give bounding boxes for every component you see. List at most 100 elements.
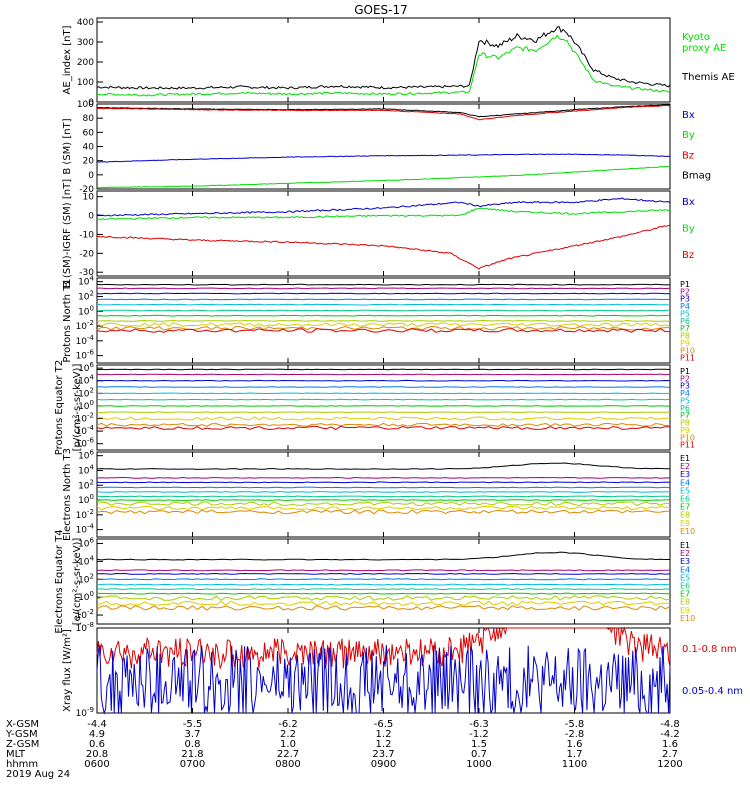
ephemeris-value: -4.2 [660, 729, 680, 740]
ephemeris-value: 1.2 [376, 739, 392, 750]
series-line-bmag [96, 104, 671, 118]
panel-7-frame [96, 538, 671, 625]
ephemeris-row-label-mlt: MLT [6, 749, 26, 760]
y-tick-label: 104 [78, 463, 94, 476]
series-line-e8 [96, 595, 671, 601]
series-line-e5 [96, 583, 671, 586]
panel-2-frame [96, 103, 671, 190]
y-tick-label: 10-4 [76, 334, 95, 347]
legend-p9: P9 [680, 339, 690, 348]
panel-3-ylabel: B (SM)-IGRF (SM) [nT] [62, 179, 73, 288]
legend-e3: E3 [680, 470, 690, 479]
ephemeris-row-label-x-gsm: X-GSM [6, 719, 39, 730]
ephemeris-value: 0.8 [185, 739, 201, 750]
panel-7-ylabel: Electrons Equator T4 [54, 529, 65, 633]
ephemeris-value: 1.6 [567, 739, 583, 750]
legend-by: By [682, 224, 695, 235]
legend-e4: E4 [680, 565, 690, 574]
series-line-e9 [96, 505, 671, 511]
y-tick-label: 104 [78, 374, 94, 387]
y-tick-label: 102 [78, 289, 94, 302]
y-tick-label: 10-2 [76, 608, 94, 621]
y-tick-label: 10-6 [76, 349, 95, 362]
ephemeris-value: 1.0 [280, 739, 296, 750]
y-tick-label: 10-4 [76, 523, 95, 536]
legend-e9: E9 [680, 606, 690, 615]
series-line-p7 [96, 314, 670, 317]
series-line-p6 [96, 309, 671, 312]
series-line-by [96, 165, 670, 189]
legend-e7: E7 [680, 503, 690, 512]
series-line-e6 [96, 495, 671, 498]
y-tick-label: 100 [78, 590, 94, 603]
y-tick-label: -30 [79, 268, 94, 278]
ephemeris-value: 1000 [466, 759, 491, 770]
y-tick-label: 10-9 [76, 706, 94, 719]
legend-e1: E1 [680, 541, 690, 550]
y-tick-label: 10 [83, 193, 95, 203]
ephemeris-value: 1.2 [376, 729, 392, 740]
legend-e8: E8 [680, 598, 690, 607]
series-line-p10 [96, 325, 671, 331]
y-tick-label: -20 [79, 249, 94, 259]
legend-p2: P2 [680, 287, 690, 296]
series-line-p8 [96, 319, 671, 322]
legend-p3: P3 [680, 382, 690, 391]
panel-1-frame [96, 17, 671, 103]
y-tick-label: 100 [77, 78, 94, 88]
ephemeris-value: 1.5 [471, 739, 487, 750]
series-line-bx [96, 197, 671, 217]
y-tick-label: 100 [78, 493, 94, 506]
legend-e3: E3 [680, 557, 690, 566]
y-tick-label: 100 [78, 304, 94, 317]
legend-p5: P5 [680, 396, 690, 405]
y-tick-label: 106 [78, 536, 94, 549]
legend-e7: E7 [680, 590, 690, 599]
ephemeris-value: -1.2 [469, 729, 489, 740]
panel-3-frame [96, 190, 671, 277]
ephemeris-value: 3.7 [185, 729, 201, 740]
ephemeris-value: 2.2 [280, 729, 296, 740]
series-line-e6 [96, 588, 671, 591]
ephemeris-value: -6.3 [469, 719, 489, 730]
series-line-p1 [97, 368, 671, 371]
series-line-e1 [96, 462, 671, 470]
y-tick-label: 102 [78, 478, 94, 491]
legend-p11: P11 [680, 354, 695, 363]
series-line-e2 [96, 476, 671, 479]
legend-e1: E1 [680, 454, 690, 463]
panel-5-frame [96, 364, 671, 451]
legend-p7: P7 [680, 411, 690, 420]
series-line-by [96, 207, 671, 221]
legend-e5: E5 [680, 573, 690, 582]
ephemeris-value: 22.7 [277, 749, 299, 760]
legend-0-05-0-4-nm: 0.05-0.4 nm [682, 686, 743, 697]
legend-p8: P8 [680, 419, 690, 428]
y-tick-label: 100 [77, 100, 94, 110]
legend-p6: P6 [680, 404, 690, 413]
series-line-p9 [96, 322, 671, 327]
series-line-e3 [96, 572, 671, 575]
legend-proxy-ae: proxy AE [682, 43, 726, 54]
series-line-bz [96, 224, 671, 270]
legend-p9: P9 [680, 426, 690, 435]
series-line-e10 [96, 509, 670, 515]
ephemeris-value: -6.2 [278, 719, 298, 730]
legend-p7: P7 [680, 324, 690, 333]
y-tick-label: 100 [78, 399, 94, 412]
ephemeris-row-label-hhmm: hhmm [6, 759, 38, 770]
panel-8-ylabel: Xray flux [W/m²] [62, 629, 73, 712]
legend-by: By [682, 130, 695, 141]
y-tick-label: 0 [88, 171, 94, 181]
y-tick-label: 200 [77, 58, 94, 68]
y-tick-label: 10-4 [76, 424, 95, 437]
series-line-p3 [96, 379, 671, 382]
series-line-p5 [96, 303, 671, 306]
panel-4-ylabel: Protons North T1 [62, 278, 73, 362]
legend-e10: E10 [680, 527, 695, 536]
legend-e6: E6 [680, 582, 690, 591]
ephemeris-value: 0700 [180, 759, 205, 770]
ephemeris-row-label-z-gsm: Z-GSM [6, 739, 39, 750]
ephemeris-value: 20.8 [86, 749, 108, 760]
legend-e2: E2 [680, 549, 690, 558]
